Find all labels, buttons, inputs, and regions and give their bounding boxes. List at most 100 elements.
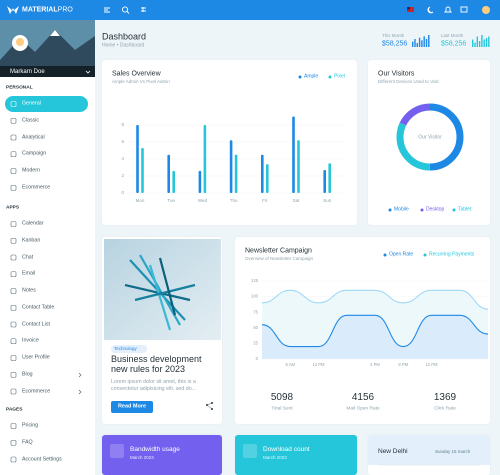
menu-icon xyxy=(10,151,17,158)
mini-bar xyxy=(414,39,416,47)
topbar xyxy=(0,0,500,20)
menu-icon xyxy=(10,439,17,446)
section-title: PAGES xyxy=(6,407,23,413)
x-tick-label: Mon xyxy=(136,198,145,203)
tag-chip[interactable] xyxy=(111,345,147,353)
menu-icon xyxy=(10,423,17,429)
menu-item[interactable]: Contact Table xyxy=(22,304,55,311)
menu-item[interactable]: Invoice xyxy=(22,337,39,344)
menu-icon xyxy=(10,321,17,328)
card-title: Sales Overview xyxy=(112,70,161,78)
menu-item[interactable]: FAQ xyxy=(22,439,33,446)
legend-dot xyxy=(298,75,302,79)
menu-icon xyxy=(10,271,17,278)
topbar-icons xyxy=(7,6,490,14)
x-tick-label: Tue xyxy=(167,198,175,203)
y-tick-label: 0 xyxy=(121,190,124,195)
widget-icon xyxy=(243,444,257,458)
blog-image-art xyxy=(124,254,196,331)
blog-text: Lorem ipsum dolor sit amet, this is a co… xyxy=(111,379,197,392)
bar xyxy=(167,154,170,193)
menu-icon xyxy=(10,371,17,378)
menu-item[interactable]: Classic xyxy=(22,117,40,124)
menu-item[interactable]: Blog xyxy=(22,371,33,378)
menu-icon xyxy=(10,388,17,395)
x-tick-label: Thu xyxy=(230,198,238,203)
stat-number: 5098 xyxy=(270,392,294,403)
x-tick-label: 4 PM xyxy=(370,362,380,367)
menu-item[interactable]: Kanban xyxy=(22,237,41,244)
theme-icon[interactable] xyxy=(427,6,434,14)
menu-icon[interactable] xyxy=(104,7,110,13)
weather-header xyxy=(368,435,490,465)
menu-item[interactable]: Modern xyxy=(22,167,40,174)
menu-item[interactable]: Notes xyxy=(22,287,36,294)
bar xyxy=(229,140,233,193)
bar xyxy=(323,170,326,193)
bell-icon[interactable] xyxy=(443,6,453,13)
x-tick-label: 8 PM xyxy=(398,362,408,367)
menu-icon xyxy=(10,134,17,141)
y-tick-label: 25 xyxy=(253,341,258,346)
crumb[interactable]: Home xyxy=(102,42,116,49)
stat-label: This Month xyxy=(382,32,405,38)
menu-item[interactable]: Contact List xyxy=(22,320,50,327)
area-line xyxy=(261,289,489,310)
menu-item[interactable]: Ecommerce xyxy=(22,184,51,191)
y-tick-label: 125 xyxy=(251,278,259,283)
bar xyxy=(198,170,202,193)
breadcrumb: Home • Dashboard xyxy=(102,42,145,49)
blog-title: Business development new rules for 2023 xyxy=(111,354,202,374)
legend-label: Desktop xyxy=(426,206,445,213)
bar xyxy=(266,164,269,193)
mini-bar xyxy=(472,39,474,47)
read-more-button[interactable] xyxy=(111,401,153,413)
mini-bar xyxy=(485,38,488,47)
menu-item[interactable]: Account Settings xyxy=(22,455,62,462)
menu-icon xyxy=(10,184,17,191)
card-subtitle: Different Devices Used to Visit xyxy=(378,78,439,84)
menu-item[interactable]: Calendar xyxy=(22,220,44,227)
mini-bar xyxy=(481,35,483,47)
bar xyxy=(141,147,144,193)
apps-icon[interactable] xyxy=(141,7,146,12)
card-subtitle: Overview of Newsletter Campaign xyxy=(245,255,314,261)
menu-item[interactable]: Ecommerce xyxy=(22,387,51,394)
stat-label: Click Rate xyxy=(434,406,456,412)
legend-label: Open Rate xyxy=(389,251,414,258)
page-title: Dashboard xyxy=(102,31,147,42)
mail-icon[interactable] xyxy=(460,6,468,13)
search-icon[interactable] xyxy=(121,6,129,13)
menu-icon xyxy=(10,168,17,174)
stat-label: Last Month xyxy=(441,32,464,38)
legend-label: Pixel xyxy=(334,73,345,80)
menu-item[interactable]: User Profile xyxy=(22,354,50,361)
mini-bar xyxy=(423,36,425,47)
read-more-label[interactable]: Read More xyxy=(117,403,147,410)
y-tick-label: 100 xyxy=(251,294,259,299)
menu-icon xyxy=(10,355,17,361)
brand-main: MATERIAL xyxy=(22,6,58,14)
menu-item[interactable]: Chat xyxy=(22,253,34,260)
menu-item[interactable]: Email xyxy=(22,270,36,277)
y-tick-label: 50 xyxy=(253,325,258,330)
profile-banner xyxy=(0,20,95,77)
menu-item[interactable]: Pricing xyxy=(22,422,39,429)
flag-icon[interactable] xyxy=(407,7,414,12)
bar xyxy=(172,170,175,193)
menu-item[interactable]: General xyxy=(22,100,41,107)
widget-title: Download count xyxy=(263,445,310,453)
mini-bar xyxy=(476,36,478,47)
logo-icon xyxy=(7,6,19,14)
menu-icon xyxy=(10,254,17,261)
widget-subtitle: March 2023 xyxy=(263,454,287,460)
bar xyxy=(203,125,207,193)
blog-tag[interactable]: Technology xyxy=(114,345,137,351)
menu-item[interactable]: Analytical xyxy=(22,133,45,140)
user-avatar[interactable] xyxy=(482,6,490,14)
legend-dot xyxy=(383,253,387,257)
menu-item[interactable]: Campaign xyxy=(22,150,47,157)
stat-value: $58,256 xyxy=(382,40,408,48)
mini-bar xyxy=(412,41,414,47)
mini-bar xyxy=(416,43,418,47)
